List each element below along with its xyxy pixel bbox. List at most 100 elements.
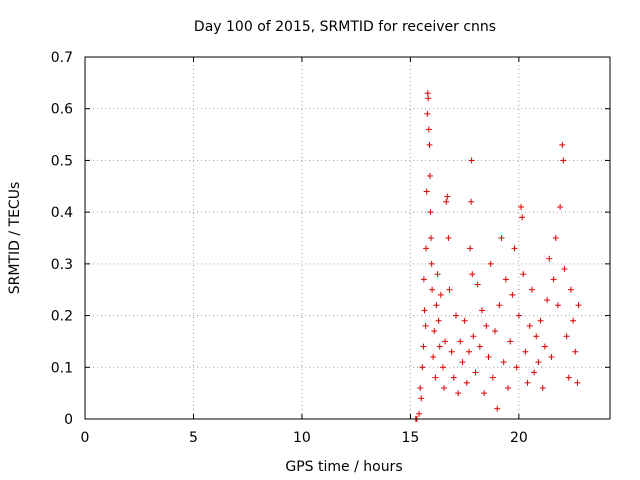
data-point <box>435 317 442 324</box>
data-point <box>430 353 437 360</box>
data-point <box>445 235 452 241</box>
data-point <box>468 157 475 164</box>
x-axis-label: GPS time / hours <box>285 459 402 475</box>
data-point <box>507 338 514 345</box>
data-point <box>441 384 448 391</box>
data-point <box>557 203 564 210</box>
axis-ticks: 0 5 10 15 20 0 0.1 0.2 0.3 0.4 0.5 0.6 0.7 <box>51 50 610 446</box>
data-point <box>575 302 582 309</box>
data-point <box>511 245 518 252</box>
data-point <box>494 405 501 412</box>
data-point <box>457 338 464 345</box>
x-tick-label: 20 <box>510 430 528 446</box>
data-point <box>572 348 579 355</box>
data-point <box>424 110 431 117</box>
data-points <box>412 90 582 422</box>
data-point <box>465 348 472 355</box>
data-point <box>476 343 483 350</box>
data-point <box>425 95 432 102</box>
data-point <box>416 410 423 417</box>
data-point <box>436 343 443 350</box>
data-point <box>446 286 453 293</box>
data-point <box>459 359 466 366</box>
data-point <box>498 235 505 241</box>
y-tick-label: 0.1 <box>51 360 73 376</box>
data-point <box>452 312 459 319</box>
data-point <box>427 209 434 216</box>
data-point <box>442 338 449 345</box>
data-point <box>522 348 529 355</box>
data-point <box>505 384 512 391</box>
data-point <box>541 343 548 350</box>
y-axis-label: SRMTID / TECUs <box>7 182 23 295</box>
x-tick-label: 5 <box>189 430 198 446</box>
data-point <box>472 369 479 376</box>
y-tick-label: 0.2 <box>51 309 73 325</box>
data-point <box>455 390 462 397</box>
data-point <box>518 203 525 210</box>
data-point <box>418 395 425 402</box>
data-point <box>528 286 535 293</box>
data-point <box>515 312 522 319</box>
data-point <box>432 374 439 381</box>
data-point <box>550 276 557 283</box>
x-tick-label: 15 <box>401 430 419 446</box>
data-point <box>439 364 446 371</box>
y-tick-label: 0.5 <box>51 153 73 169</box>
data-point <box>526 322 533 329</box>
data-point <box>423 188 430 195</box>
data-point <box>424 90 431 97</box>
data-point <box>425 126 432 133</box>
data-point <box>560 157 567 164</box>
y-tick-label: 0.4 <box>51 205 73 221</box>
data-point <box>539 384 546 391</box>
data-point <box>570 317 577 324</box>
data-point <box>524 379 531 386</box>
data-point <box>450 374 457 381</box>
data-point <box>428 260 435 267</box>
x-tick-label: 10 <box>293 430 311 446</box>
data-point <box>554 302 561 309</box>
data-point <box>448 348 455 355</box>
data-point <box>513 364 520 371</box>
data-point <box>437 291 444 298</box>
data-point <box>428 235 435 241</box>
data-point <box>469 271 476 278</box>
data-point <box>461 317 468 324</box>
y-tick-label: 0.7 <box>51 50 73 66</box>
data-point <box>546 255 553 262</box>
data-point <box>535 359 542 366</box>
data-point <box>533 333 540 340</box>
data-point <box>417 384 424 391</box>
data-point <box>552 235 559 241</box>
data-point <box>426 141 433 148</box>
data-point <box>537 317 544 324</box>
data-point <box>443 198 450 205</box>
data-point <box>574 379 581 386</box>
grid <box>85 57 610 419</box>
data-point <box>422 322 429 329</box>
data-point <box>431 328 438 335</box>
data-point <box>483 322 490 329</box>
data-point <box>520 271 527 278</box>
chart-title: Day 100 of 2015, SRMTID for receiver cnn… <box>194 19 496 35</box>
data-point <box>470 333 477 340</box>
y-tick-label: 0 <box>64 412 73 428</box>
data-point <box>433 302 440 309</box>
x-tick-label: 0 <box>81 430 90 446</box>
data-point <box>420 276 427 283</box>
data-point <box>548 353 555 360</box>
data-point <box>544 297 551 304</box>
y-tick-label: 0.3 <box>51 257 73 273</box>
data-point <box>496 302 503 309</box>
data-point <box>421 307 428 314</box>
data-point <box>502 276 509 283</box>
data-point <box>419 364 426 371</box>
data-point <box>426 172 433 179</box>
data-point <box>467 245 474 252</box>
data-point <box>487 260 494 267</box>
data-point <box>444 193 451 200</box>
data-point <box>563 333 570 340</box>
data-point <box>559 141 566 148</box>
data-point <box>420 343 427 350</box>
